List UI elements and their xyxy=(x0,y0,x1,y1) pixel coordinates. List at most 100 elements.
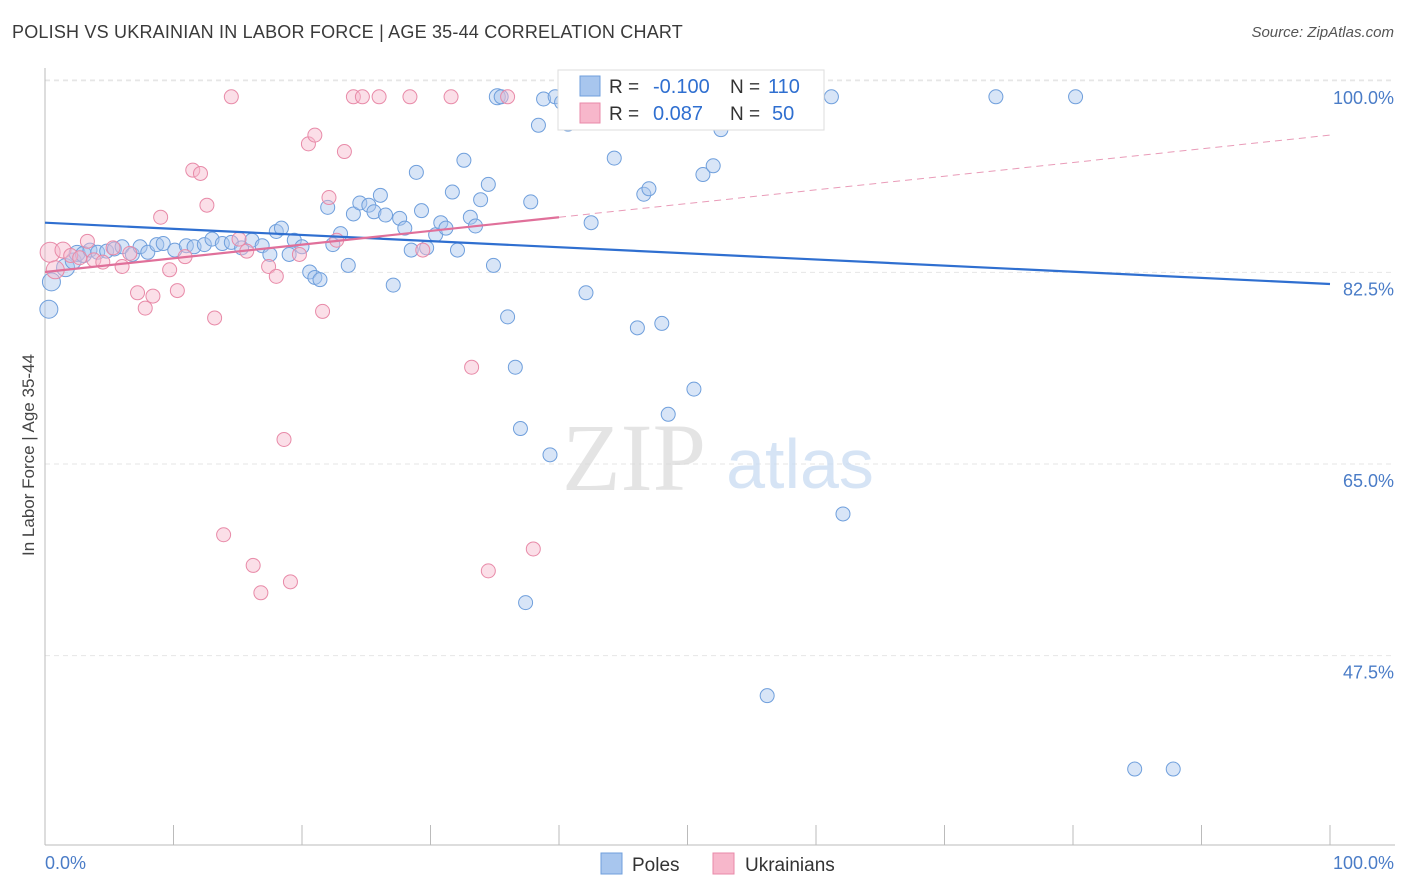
point-ukrainians-45 xyxy=(464,359,480,375)
point-poles-91 xyxy=(654,315,670,331)
point-poles-50 xyxy=(414,203,430,219)
point-poles-47 xyxy=(397,220,413,236)
x-tick-label-0: 0.0% xyxy=(45,853,86,873)
point-poles-62 xyxy=(485,257,501,273)
point-ukrainians-11 xyxy=(130,285,146,301)
series-legend-label-ukrainians: Ukrainians xyxy=(745,855,835,876)
point-poles-110 xyxy=(1165,761,1181,777)
point-poles-29 xyxy=(281,246,297,262)
point-poles-42 xyxy=(366,204,382,220)
point-poles-96 xyxy=(695,167,711,183)
point-ukrainians-16 xyxy=(169,283,185,299)
point-poles-87 xyxy=(629,320,645,336)
point-ukrainians-4 xyxy=(72,250,88,266)
series-legend-label-poles: Poles xyxy=(632,855,680,876)
point-poles-70 xyxy=(530,117,546,133)
point-poles-17 xyxy=(178,238,194,254)
series-legend: Poles Ukrainians xyxy=(600,852,835,876)
point-poles-65 xyxy=(500,309,516,325)
stats-legend: R = -0.100 N = 110 R = 0.087 N = 50 xyxy=(557,69,825,131)
point-poles-88 xyxy=(636,186,652,202)
point-ukrainians-29 xyxy=(268,268,284,284)
point-poles-71 xyxy=(536,91,552,107)
point-poles-44 xyxy=(378,207,394,223)
legend-n-label-ukrainians: N = xyxy=(730,104,760,125)
point-ukrainians-42 xyxy=(402,89,418,105)
point-poles-83 xyxy=(606,150,622,166)
legend-r-value-poles: -0.100 xyxy=(653,76,710,98)
legend-swatch-poles xyxy=(579,75,601,97)
point-ukrainians-22 xyxy=(216,527,232,543)
point-ukrainians-9 xyxy=(114,259,130,275)
point-poles-56 xyxy=(449,242,465,258)
point-ukrainians-26 xyxy=(245,557,261,573)
point-poles-108 xyxy=(1068,89,1084,105)
point-poles-43 xyxy=(372,187,388,203)
point-poles-106 xyxy=(835,506,851,522)
y-tick-label-2: 82.5% xyxy=(1343,279,1394,299)
legend-box xyxy=(557,69,825,131)
point-poles-57 xyxy=(456,152,472,168)
point-ukrainians-43 xyxy=(415,242,431,258)
point-poles-60 xyxy=(473,192,489,208)
y-tick-label-3: 100.0% xyxy=(1333,88,1394,108)
chart-source: Source: ZipAtlas.com xyxy=(1251,24,1394,41)
point-poles-89 xyxy=(641,181,657,197)
point-poles-64 xyxy=(493,89,509,105)
trend-line-ukrainians xyxy=(44,216,560,274)
point-poles-19 xyxy=(196,237,212,253)
trend-line-ukrainians-extension xyxy=(558,134,1331,218)
point-poles-15 xyxy=(155,236,171,252)
point-poles-32 xyxy=(302,264,318,280)
legend-n-value-poles: 110 xyxy=(768,76,800,98)
point-poles-61 xyxy=(480,176,496,192)
point-ukrainians-14 xyxy=(153,209,169,225)
point-ukrainians-18 xyxy=(185,162,201,178)
point-poles-38 xyxy=(340,257,356,273)
point-ukrainians-32 xyxy=(291,246,307,262)
point-poles-92 xyxy=(660,406,676,422)
point-ukrainians-3 xyxy=(63,248,79,264)
series-legend-swatch-poles xyxy=(600,852,623,875)
trend-line-poles xyxy=(44,221,1331,286)
legend-n-value-ukrainians: 50 xyxy=(772,103,794,125)
point-poles-39 xyxy=(345,206,361,222)
y-tick-labels: 47.5% 65.0% 82.5% 100.0% xyxy=(1333,88,1394,683)
point-ukrainians-23 xyxy=(223,89,239,105)
point-poles-48 xyxy=(403,242,419,258)
point-ukrainians-44 xyxy=(443,89,459,105)
point-ukrainians-30 xyxy=(276,431,292,447)
legend-r-label-ukrainians: R = xyxy=(609,104,639,125)
point-poles-103 xyxy=(759,688,775,704)
point-poles-79 xyxy=(583,215,599,231)
chart-title: POLISH VS UKRAINIAN IN LABOR FORCE | AGE… xyxy=(12,22,683,42)
point-poles-40 xyxy=(352,195,368,211)
point-poles-97 xyxy=(705,158,721,174)
legend-n-label-poles: N = xyxy=(730,77,760,98)
point-ukrainians-13 xyxy=(145,288,161,304)
point-ukrainians-46 xyxy=(480,563,496,579)
point-poles-55 xyxy=(444,184,460,200)
point-poles-78 xyxy=(578,285,594,301)
point-ukrainians-35 xyxy=(315,303,331,319)
y-tick-label-0: 47.5% xyxy=(1343,663,1394,683)
point-ukrainians-10 xyxy=(122,245,138,261)
point-ukrainians-28 xyxy=(261,259,277,275)
point-poles-69 xyxy=(523,194,539,210)
series-legend-swatch-ukrainians xyxy=(712,852,735,875)
y-tick-label-1: 65.0% xyxy=(1343,471,1394,491)
x-tick-labels: 0.0% 100.0% xyxy=(45,853,1394,873)
point-ukrainians-24 xyxy=(231,231,247,247)
point-poles-58 xyxy=(462,209,478,225)
axes xyxy=(44,68,1395,846)
point-ukrainians-19 xyxy=(192,165,208,181)
point-ukrainians-47 xyxy=(500,89,516,105)
point-ukrainians-8 xyxy=(105,240,121,256)
point-poles-45 xyxy=(385,277,401,293)
legend-r-value-ukrainians: 0.087 xyxy=(653,103,703,125)
x-tick-label-1: 100.0% xyxy=(1333,853,1394,873)
point-ukrainians-36 xyxy=(321,190,337,206)
point-ukrainians-12 xyxy=(137,300,153,316)
point-ukrainians-48 xyxy=(525,541,541,557)
point-ukrainians-41 xyxy=(371,89,387,105)
